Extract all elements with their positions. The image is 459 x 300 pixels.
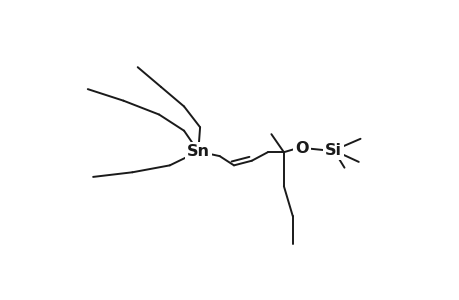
Text: Si: Si (325, 143, 341, 158)
Text: Sn: Sn (186, 144, 209, 159)
Text: O: O (294, 141, 308, 156)
